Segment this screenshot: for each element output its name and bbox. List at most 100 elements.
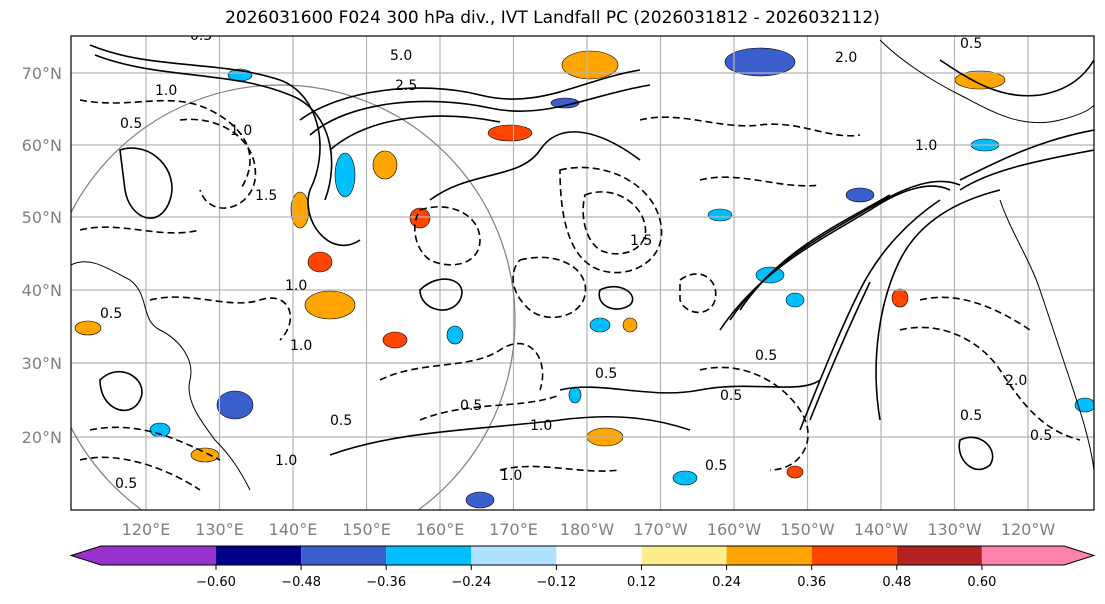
coastline-alaska [879, 39, 1094, 124]
colorbar-tick-label: −0.12 [536, 575, 576, 590]
colorbar-tick-label: 0.24 [712, 575, 741, 590]
contour-label: 1.0 [275, 453, 297, 469]
contour-label: 0.5 [595, 366, 617, 382]
contour-label: 0.5 [755, 348, 777, 364]
divergence-shade [290, 191, 310, 229]
longitude-label: 150°E [342, 520, 391, 539]
divergence-shade [891, 288, 909, 308]
divergence-shade [334, 152, 356, 198]
contour-label: 2.5 [395, 78, 417, 94]
colorbar-tick-label: −0.24 [451, 575, 491, 590]
contour-label: 0.5 [330, 413, 352, 429]
colorbar-tick-label: 0.60 [967, 575, 996, 590]
divergence-shade [216, 390, 254, 420]
divergence-shade [589, 317, 611, 333]
contour-label: 1.0 [915, 138, 937, 154]
longitude-label: 160°W [707, 520, 762, 539]
contour-label: 1.0 [290, 338, 312, 354]
contour-label: 0.5 [705, 458, 727, 474]
longitude-label: 170°E [489, 520, 538, 539]
colorbar-segment [471, 546, 557, 565]
divergence-shade [786, 465, 804, 479]
contour-label: 1.0 [530, 418, 552, 434]
coastline-na [999, 199, 1094, 471]
longitude-label: 170°W [633, 520, 688, 539]
divergence-shade [622, 317, 638, 333]
divergence-shade [561, 50, 619, 80]
divergence-shade [382, 331, 408, 349]
contour-label: 0.5 [960, 408, 982, 424]
divergence-shade [307, 251, 333, 273]
divergence-shade [372, 150, 398, 180]
colorbar-segment [641, 546, 727, 565]
reference-circle [71, 84, 516, 510]
divergence-shade [190, 447, 220, 463]
colorbar-tick-label: −0.36 [366, 575, 406, 590]
colorbar-segment [556, 546, 642, 565]
contour-label: 1.5 [255, 188, 277, 204]
longitude-label: 120°W [1001, 520, 1056, 539]
colorbar-tick-label: −0.48 [281, 575, 321, 590]
positive-contours [89, 44, 1094, 471]
colorbar: −0.60 −0.48 −0.36 −0.24 −0.12 0.12 0.24 0.36 0.4… [69, 545, 1096, 590]
divergence-shade [304, 290, 356, 320]
colorbar-segment [811, 546, 897, 565]
contour-label: 2.0 [1005, 373, 1027, 389]
latitude-label: 50°N [22, 208, 62, 227]
divergence-shade [74, 320, 102, 336]
divergence-shade [487, 124, 533, 142]
colorbar-tick-label: 0.36 [797, 575, 826, 590]
contour-label: 0.5 [960, 36, 982, 52]
longitude-label: 160°E [416, 520, 465, 539]
contour-label: 1.0 [230, 123, 252, 139]
negative-contours [79, 99, 1081, 491]
latitude-labels: 70°N 60°N 50°N 40°N 30°N 20°N [22, 64, 62, 447]
divergence-shade [707, 208, 733, 222]
contour-label: 0.5 [720, 388, 742, 404]
contour-labels: 5.0 2.5 1.0 0.5 1.5 0.5 1.0 0.5 2.0 0.5 1.0 1.5 0.5 1… [100, 28, 1052, 492]
divergence-shade [785, 292, 805, 308]
contour-label: 0.5 [115, 476, 137, 492]
latitude-label: 30°N [22, 354, 62, 373]
contour-label: 2.0 [835, 50, 857, 66]
divergence-shade [568, 386, 582, 404]
divergence-shade [446, 325, 464, 345]
longitude-label: 120°E [122, 520, 171, 539]
contour-label: 0.5 [190, 28, 212, 44]
colorbar-tick-label: 0.48 [882, 575, 911, 590]
colorbar-segment [216, 546, 302, 565]
contour-label: 5.0 [390, 48, 412, 64]
colorbar-tick-label: −0.60 [196, 575, 236, 590]
divergence-shade [409, 207, 431, 229]
colorbar-segment [71, 546, 216, 565]
longitude-label: 130°W [927, 520, 982, 539]
colorbar-segment [301, 546, 387, 565]
latitude-label: 20°N [22, 428, 62, 447]
graticule [71, 36, 1094, 510]
colorbar-tick-label: 0.12 [627, 575, 656, 590]
contour-label: 0.5 [120, 116, 142, 132]
contour-label: 1.0 [500, 468, 522, 484]
colorbar-segment [386, 546, 472, 565]
longitude-labels: 120°E 130°E 140°E 150°E 160°E 170°E 180°W 170°W… [122, 520, 1056, 539]
longitude-label: 130°E [195, 520, 244, 539]
contour-label: 0.5 [100, 306, 122, 322]
colorbar-segment [726, 546, 812, 565]
colorbar-segment [896, 546, 982, 565]
longitude-label: 140°W [854, 520, 909, 539]
latitude-label: 70°N [22, 64, 62, 83]
contour-label: 1.0 [155, 83, 177, 99]
longitude-label: 150°W [780, 520, 835, 539]
longitude-label: 180°W [560, 520, 615, 539]
contour-label: 1.0 [285, 278, 307, 294]
divergence-shade [845, 187, 875, 203]
contour-label: 0.5 [1030, 428, 1052, 444]
latitude-label: 60°N [22, 136, 62, 155]
longitude-label: 140°E [269, 520, 318, 539]
divergence-shade [465, 491, 495, 509]
colorbar-segment [981, 546, 1094, 565]
colorbar-outline [69, 545, 1096, 566]
divergence-shade [724, 47, 796, 77]
contour-label: 1.5 [630, 233, 652, 249]
